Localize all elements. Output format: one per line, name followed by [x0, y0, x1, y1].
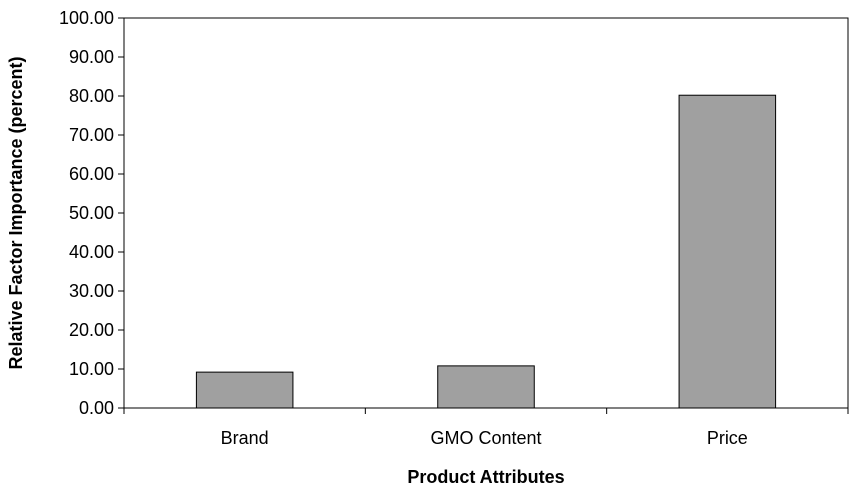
x-axis-title: Product Attributes: [407, 467, 564, 487]
y-tick-label: 40.00: [69, 242, 114, 262]
y-tick-label: 50.00: [69, 203, 114, 223]
y-tick-label: 100.00: [59, 8, 114, 28]
x-axis-ticks: [123, 408, 849, 414]
y-tick-label: 60.00: [69, 164, 114, 184]
x-tick-label: Brand: [221, 428, 269, 448]
bar-brand: [195, 371, 294, 409]
x-tick-label: Price: [707, 428, 748, 448]
y-tick-label: 0.00: [79, 398, 114, 418]
y-tick-label: 30.00: [69, 281, 114, 301]
y-tick-label: 70.00: [69, 125, 114, 145]
y-tick-label: 10.00: [69, 359, 114, 379]
plot-area-border: [124, 17, 849, 408]
x-tick-label: GMO Content: [430, 428, 541, 448]
y-axis-title: Relative Factor Importance (percent): [6, 56, 26, 369]
x-axis-labels: Brand GMO Content Price: [221, 428, 748, 448]
y-axis-ticks: 0.00 10.00 20.00 30.00 40.00 50.00 60.00 70.00 8…: [59, 8, 124, 418]
bar-price: [678, 94, 777, 409]
bar-gmo-content: [437, 365, 535, 409]
y-tick-label: 90.00: [69, 47, 114, 67]
y-tick-label: 20.00: [69, 320, 114, 340]
bars: [195, 94, 777, 409]
y-tick-label: 80.00: [69, 86, 114, 106]
